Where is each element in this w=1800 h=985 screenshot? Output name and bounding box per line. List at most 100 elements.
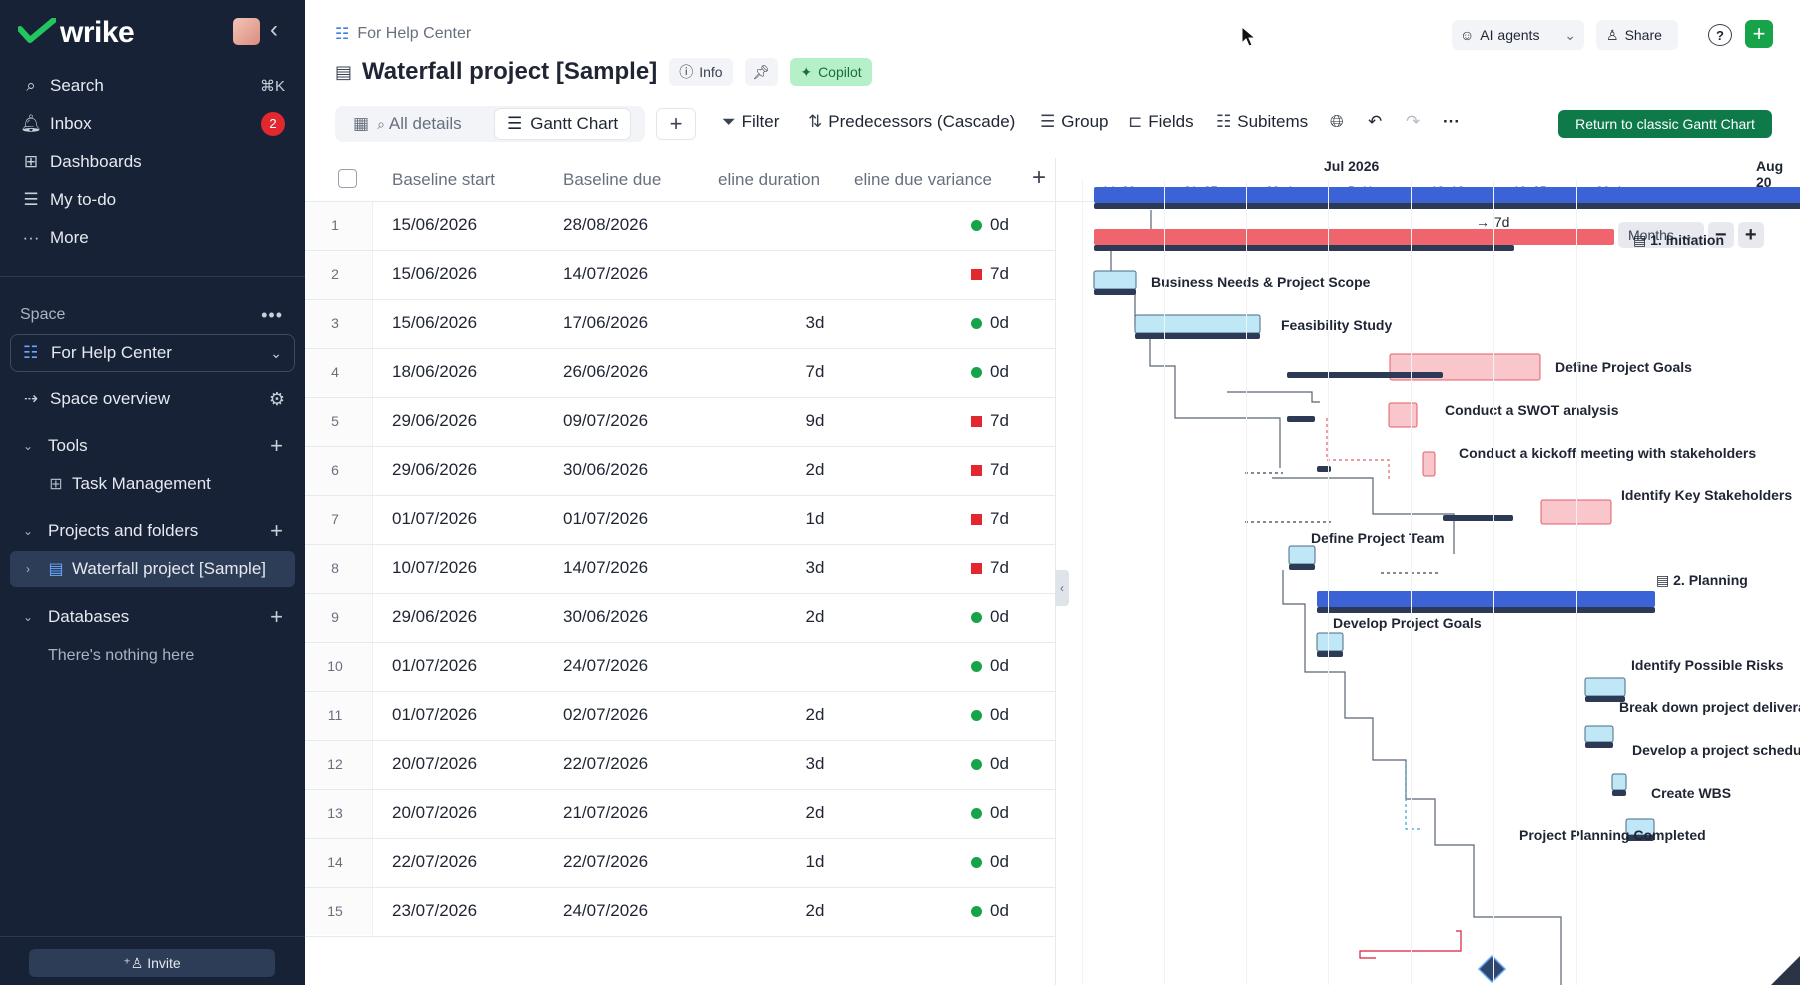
help-icon[interactable]: ? [1708, 24, 1732, 46]
add-tool-icon[interactable]: + [270, 433, 283, 458]
gantt-task-label[interactable]: Define Project Team [1311, 530, 1445, 546]
cell-baseline-start[interactable]: 18/06/2026 [392, 362, 478, 381]
cell-baseline-due[interactable]: 28/08/2026 [563, 215, 649, 234]
project-waterfall[interactable]: › ▤ Waterfall project [Sample] [10, 551, 295, 587]
add-database-icon[interactable]: + [270, 604, 283, 629]
table-row[interactable]: 11 01/07/2026 02/07/2026 2d 0d [305, 692, 1055, 741]
table-row[interactable]: 3 15/06/2026 17/06/2026 3d 0d [305, 300, 1055, 349]
col-baseline-start[interactable]: Baseline start [392, 170, 495, 189]
cell-baseline-variance[interactable]: 0d [971, 705, 1009, 725]
cell-baseline-start[interactable]: 15/06/2026 [392, 215, 478, 234]
wrike-logo[interactable]: wrike [60, 16, 135, 49]
chevron-right-icon[interactable]: › [26, 562, 30, 576]
cell-baseline-duration[interactable]: 2d [805, 803, 825, 822]
table-row[interactable]: 6 29/06/2026 30/06/2026 2d 7d [305, 447, 1055, 496]
add-column-icon[interactable]: + [1032, 164, 1047, 191]
gantt-task-label[interactable]: ▤ 2. Planning [1656, 572, 1748, 589]
cell-baseline-due[interactable]: 30/06/2026 [563, 460, 649, 479]
add-view-button[interactable]: + [656, 108, 696, 140]
return-classic-gantt-button[interactable]: Return to classic Gantt Chart [1558, 110, 1772, 138]
zoom-in-button[interactable]: + [1737, 222, 1764, 248]
cell-baseline-start[interactable]: 15/06/2026 [392, 313, 478, 332]
baseline-bar[interactable] [1135, 333, 1260, 339]
avatar[interactable] [233, 18, 260, 45]
baseline-bar[interactable] [1317, 607, 1655, 613]
table-row[interactable]: 7 01/07/2026 01/07/2026 1d 7d [305, 496, 1055, 545]
page-title[interactable]: Waterfall project [Sample] [362, 58, 658, 85]
baseline-bar[interactable] [1612, 790, 1626, 796]
cell-baseline-start[interactable]: 01/07/2026 [392, 509, 478, 528]
cell-baseline-due[interactable]: 14/07/2026 [563, 558, 649, 577]
cell-baseline-variance[interactable]: 0d [971, 901, 1009, 921]
task-bar[interactable] [1584, 677, 1626, 697]
cell-baseline-due[interactable]: 26/06/2026 [563, 362, 649, 381]
cell-baseline-start[interactable]: 01/07/2026 [392, 656, 478, 675]
cell-baseline-duration[interactable]: 9d [805, 411, 825, 430]
baseline-bar[interactable] [1094, 203, 1800, 209]
cell-baseline-variance[interactable]: 0d [971, 852, 1009, 872]
ai-agents-button[interactable]: ☺ AI agents ⌄ [1452, 20, 1584, 50]
gantt-task-label[interactable]: ▤ 1. Initiation [1633, 232, 1724, 249]
col-baseline-duration[interactable]: eline duration [718, 170, 821, 189]
cell-baseline-duration[interactable]: 7d [805, 362, 825, 381]
cell-baseline-duration[interactable]: 1d [805, 509, 825, 528]
task-bar[interactable] [1316, 632, 1344, 652]
gantt-task-label[interactable]: Business Needs & Project Scope [1151, 274, 1370, 290]
table-row[interactable]: 14 22/07/2026 22/07/2026 1d 0d [305, 839, 1055, 888]
cell-baseline-variance[interactable]: 7d [971, 264, 1009, 284]
table-row[interactable]: 12 20/07/2026 22/07/2026 3d 0d [305, 741, 1055, 790]
gantt-task-label[interactable]: Identify Key Stakeholders [1621, 487, 1792, 503]
task-bar[interactable] [1134, 314, 1261, 334]
table-row[interactable]: 4 18/06/2026 26/06/2026 7d 0d [305, 349, 1055, 398]
subitems-button[interactable]: ☷ Subitems [1216, 112, 1308, 132]
cell-baseline-start[interactable]: 20/07/2026 [392, 803, 478, 822]
phase-bar-initiation[interactable] [1094, 229, 1614, 245]
gantt-task-label[interactable]: Identify Possible Risks [1631, 657, 1784, 673]
gantt-task-label[interactable]: Create WBS [1651, 785, 1731, 801]
phase-bar-planning[interactable] [1317, 591, 1655, 607]
task-bar-late[interactable] [1422, 451, 1436, 477]
baseline-bar[interactable] [1317, 651, 1343, 657]
baseline-bar[interactable] [1289, 564, 1315, 570]
cell-baseline-due[interactable]: 09/07/2026 [563, 411, 649, 430]
baseline-bar[interactable] [1626, 835, 1654, 841]
cell-baseline-variance[interactable]: 0d [971, 215, 1009, 235]
invite-button[interactable]: ⁺♙ Invite [29, 949, 275, 977]
cell-baseline-variance[interactable]: 7d [971, 558, 1009, 578]
nav-my-todo[interactable]: ☰ My to-do [10, 182, 295, 218]
gantt-task-label[interactable]: Develop a project schedule [1632, 742, 1800, 758]
cell-baseline-start[interactable]: 23/07/2026 [392, 901, 478, 920]
milestone-marker[interactable] [1477, 954, 1507, 984]
zoom-out-button[interactable]: − [1707, 222, 1734, 248]
space-overview[interactable]: ⇢ Space overview ⚙ [10, 381, 295, 417]
cell-baseline-duration[interactable]: 2d [805, 901, 825, 920]
add-project-icon[interactable]: + [270, 518, 283, 543]
task-bar-late[interactable] [1388, 402, 1418, 428]
gantt-task-label[interactable]: Conduct a kickoff meeting with stakehold… [1459, 445, 1756, 461]
tab-gantt-chart[interactable]: ☰ Gantt Chart [495, 109, 631, 139]
tools-section[interactable]: ⌄ Tools + [10, 428, 295, 464]
info-button[interactable]: ⓘ Info [669, 58, 733, 86]
predecessors-button[interactable]: ⇅ Predecessors (Cascade) [808, 112, 1015, 132]
nav-dashboards[interactable]: ⊞ Dashboards [10, 144, 295, 180]
split-handle[interactable]: ‹ [1055, 570, 1069, 606]
gantt-task-label[interactable]: Define Project Goals [1555, 359, 1692, 375]
nav-search[interactable]: ⌕ Search ⌘K [10, 68, 295, 104]
cell-baseline-due[interactable]: 24/07/2026 [563, 901, 649, 920]
cell-baseline-start[interactable]: 29/06/2026 [392, 607, 478, 626]
baseline-bar[interactable] [1287, 372, 1443, 378]
breadcrumb[interactable]: ☷ For Help Center [335, 24, 471, 44]
col-baseline-due[interactable]: Baseline due [563, 170, 662, 189]
cell-baseline-variance[interactable]: 0d [971, 754, 1009, 774]
cell-baseline-variance[interactable]: 0d [971, 362, 1009, 382]
tool-task-management[interactable]: ⊞ Task Management [10, 466, 295, 502]
cell-baseline-duration[interactable]: 3d [805, 558, 825, 577]
pin-button[interactable]: 📌︎ [744, 58, 779, 86]
cell-baseline-start[interactable]: 01/07/2026 [392, 705, 478, 724]
table-row[interactable]: 13 20/07/2026 21/07/2026 2d 0d [305, 790, 1055, 839]
cell-baseline-duration[interactable]: 2d [805, 705, 825, 724]
task-bar[interactable] [1093, 270, 1137, 290]
cell-baseline-start[interactable]: 29/06/2026 [392, 411, 478, 430]
select-all-checkbox[interactable] [338, 169, 357, 188]
collapse-sidebar-icon[interactable]: ‹ [270, 16, 278, 43]
